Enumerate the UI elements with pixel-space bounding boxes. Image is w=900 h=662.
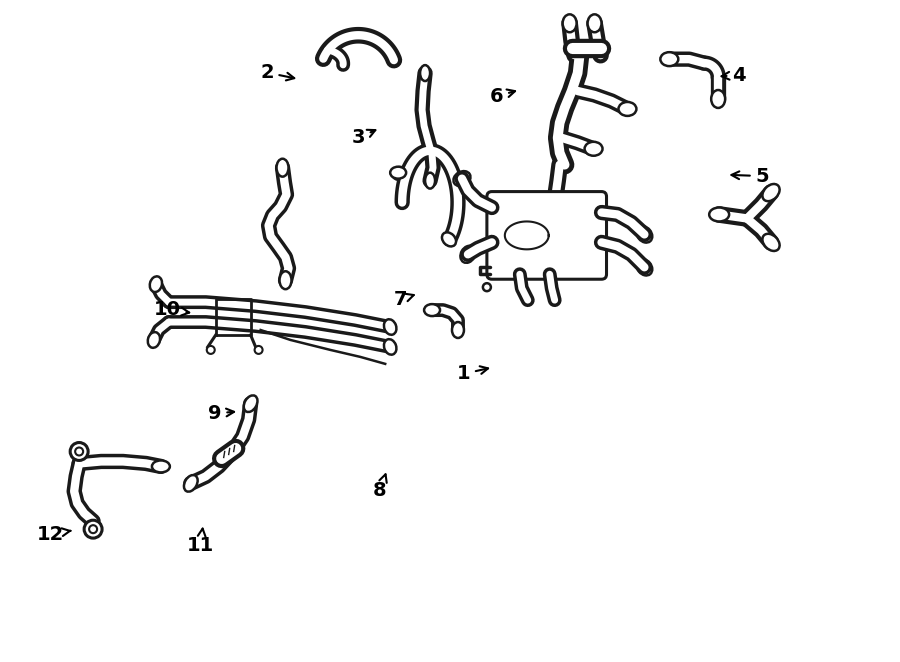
Text: 9: 9 [208, 404, 234, 423]
Circle shape [89, 525, 97, 533]
Ellipse shape [762, 234, 779, 251]
Ellipse shape [709, 207, 729, 222]
Text: 5: 5 [732, 167, 769, 185]
Ellipse shape [384, 339, 396, 355]
Ellipse shape [424, 304, 440, 316]
Ellipse shape [384, 319, 396, 335]
Circle shape [255, 346, 263, 354]
Ellipse shape [636, 259, 652, 275]
Ellipse shape [276, 159, 289, 177]
Ellipse shape [149, 276, 162, 292]
Text: 3: 3 [352, 128, 375, 148]
Ellipse shape [148, 332, 160, 348]
Ellipse shape [461, 246, 475, 263]
Ellipse shape [184, 475, 198, 492]
Ellipse shape [420, 65, 430, 81]
Text: 6: 6 [490, 87, 515, 106]
Ellipse shape [452, 322, 464, 338]
Circle shape [483, 283, 490, 291]
Ellipse shape [152, 461, 170, 473]
Ellipse shape [425, 173, 435, 189]
Text: 12: 12 [37, 524, 70, 544]
Ellipse shape [562, 15, 577, 32]
Circle shape [76, 448, 83, 455]
Ellipse shape [661, 52, 679, 66]
Ellipse shape [442, 232, 456, 246]
Ellipse shape [454, 171, 471, 186]
Ellipse shape [280, 271, 292, 289]
FancyBboxPatch shape [487, 191, 607, 279]
Text: 1: 1 [456, 364, 488, 383]
Ellipse shape [585, 142, 602, 156]
Text: 11: 11 [187, 528, 214, 555]
Text: 4: 4 [722, 66, 746, 85]
Text: 2: 2 [260, 63, 294, 82]
Ellipse shape [391, 167, 406, 179]
Ellipse shape [762, 184, 779, 201]
Ellipse shape [636, 226, 652, 242]
Ellipse shape [588, 15, 601, 32]
Text: 8: 8 [374, 474, 387, 500]
Ellipse shape [618, 102, 636, 116]
Ellipse shape [711, 90, 725, 108]
Ellipse shape [244, 395, 257, 412]
Text: 10: 10 [154, 301, 189, 319]
Text: 7: 7 [394, 290, 414, 309]
Circle shape [84, 520, 102, 538]
Circle shape [207, 346, 215, 354]
Circle shape [70, 442, 88, 461]
